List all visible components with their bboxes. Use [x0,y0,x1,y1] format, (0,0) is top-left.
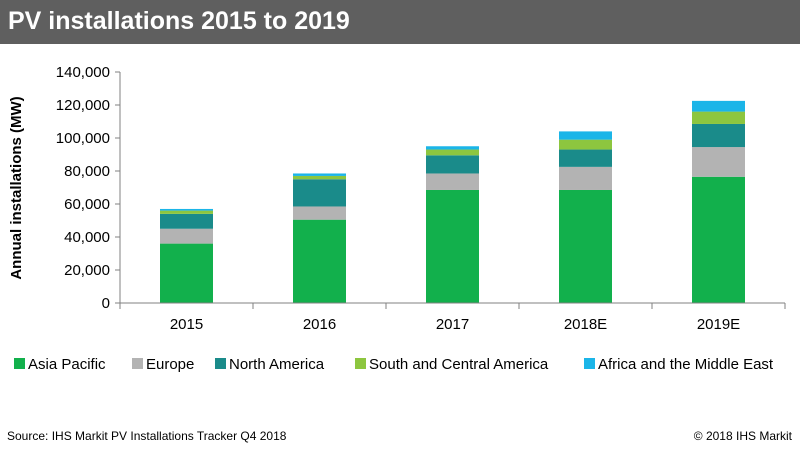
bar-segment-north-america [160,213,213,229]
x-tick-label: 2018E [564,316,607,333]
bar-segment-africa-and-the-middle-east [160,208,213,211]
bar-segment-north-america [426,155,479,174]
y-tick-label: 140,000 [56,64,110,81]
bar-segment-africa-and-the-middle-east [559,131,612,140]
y-tick-label: 120,000 [56,97,110,114]
y-tick-label: 100,000 [56,130,110,147]
bar-segment-south-and-central-america [293,175,346,180]
legend-swatch [14,358,25,369]
legend-label: Europe [146,356,194,373]
legend-label: Asia Pacific [28,356,106,373]
bar-segment-south-and-central-america [559,139,612,150]
bar-segment-europe [692,147,745,177]
y-tick-label: 60,000 [64,196,110,213]
bar-segment-africa-and-the-middle-east [426,146,479,150]
y-tick-label: 0 [102,295,110,312]
bar-segment-europe [293,206,346,220]
copyright-note: © 2018 IHS Markit [693,429,792,443]
y-tick-label: 80,000 [64,163,110,180]
bar-segment-europe [559,166,612,190]
source-note: Source: IHS Markit PV Installations Trac… [7,429,287,443]
x-tick-label: 2016 [303,316,336,333]
title-bar: PV installations 2015 to 2019 [0,0,800,44]
bar-segment-north-america [559,149,612,167]
legend-swatch [215,358,226,369]
legend-label: Africa and the Middle East [598,356,774,373]
bar-segment-north-america [692,123,745,148]
legend-swatch [132,358,143,369]
bar-segment-south-and-central-america [160,210,213,214]
axes [119,72,785,304]
bar-segment-africa-and-the-middle-east [293,173,346,176]
legend-label: South and Central America [369,356,549,373]
x-axis: 2015 2016 2017 2018E 2019E [119,303,786,333]
y-axis: 0 20,000 40,000 60,000 80,000 100,000 120,000 1… [56,64,120,312]
bar-segment-north-america [293,179,346,207]
y-axis-label: Annual installations (MW) [8,96,25,279]
y-tick-label: 20,000 [64,262,110,279]
bar-segment-asia-pacific [559,189,612,303]
x-tick-label: 2015 [170,316,203,333]
bar-segment-south-and-central-america [426,149,479,156]
y-tick-label: 40,000 [64,229,110,246]
bar-segment-south-and-central-america [692,111,745,124]
bar-segment-asia-pacific [293,219,346,303]
bars [160,100,745,303]
legend-label: North America [229,356,325,373]
bar-segment-europe [426,173,479,190]
page-title: PV installations 2015 to 2019 [8,7,350,35]
bar-segment-asia-pacific [426,189,479,303]
legend-swatch [355,358,366,369]
legend: Asia Pacific Europe North America South and… [14,356,774,373]
x-tick-label: 2019E [697,316,740,333]
bar-segment-asia-pacific [692,176,745,303]
x-tick-label: 2017 [436,316,469,333]
bar-segment-africa-and-the-middle-east [692,100,745,112]
bar-segment-asia-pacific [160,243,213,303]
legend-swatch [584,358,595,369]
bar-segment-europe [160,228,213,244]
stacked-bar-chart: 0 20,000 40,000 60,000 80,000 100,000 120,000 1… [8,64,786,373]
